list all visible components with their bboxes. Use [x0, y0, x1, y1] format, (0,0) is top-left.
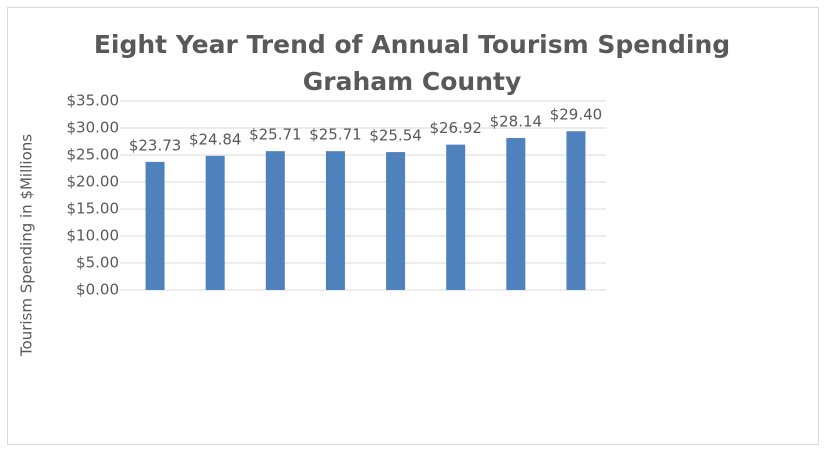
y-tick-label: $35.00: [67, 92, 120, 110]
chart-title: Graham County: [303, 67, 522, 96]
value-label: $28.14: [490, 113, 543, 131]
bar: [446, 144, 466, 290]
value-label: $25.54: [369, 127, 422, 145]
y-tick-label: $10.00: [67, 227, 120, 245]
value-label: $29.40: [550, 106, 603, 124]
chart-title: Eight Year Trend of Annual Tourism Spend…: [94, 30, 730, 59]
bar: [145, 161, 165, 290]
bar: [566, 131, 586, 290]
y-tick-label: $5.00: [76, 254, 119, 272]
bar: [265, 151, 285, 290]
y-tick-label: $30.00: [67, 119, 120, 137]
bar: [205, 155, 225, 290]
chart-border: [7, 7, 819, 445]
y-tick-label: $20.00: [67, 173, 120, 191]
value-label: $23.73: [129, 136, 182, 154]
y-tick-label: $25.00: [67, 146, 120, 164]
bar: [325, 151, 345, 290]
y-tick-label: $0.00: [76, 281, 119, 299]
value-label: $26.92: [429, 119, 482, 137]
y-tick-label: $15.00: [67, 200, 120, 218]
value-label: $25.71: [309, 126, 362, 144]
bar: [506, 138, 526, 290]
bar: [386, 152, 406, 290]
value-label: $24.84: [189, 130, 242, 148]
y-axis-label: Tourism Spending in $Millions: [18, 134, 36, 357]
value-label: $25.71: [249, 126, 302, 144]
